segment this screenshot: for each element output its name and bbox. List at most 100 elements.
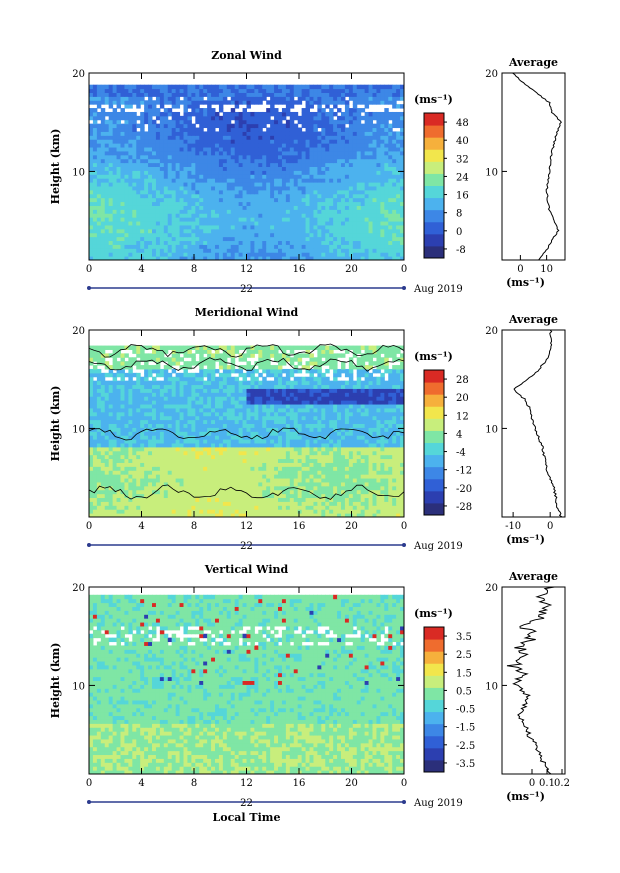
x-tick-label: 4 [138,778,144,789]
profile-x-tick-label: 0 [517,264,523,275]
zero-contour [88,427,405,441]
profile-x-tick-label: 0.2 [554,778,570,789]
colorbar-segment [424,125,444,138]
date-label: Aug 2019 [413,541,463,552]
day-bar-start [87,286,91,290]
colorbar-tick-label: 1.5 [456,668,472,679]
day-label: 22 [240,798,253,809]
x-tick-label: 20 [345,778,358,789]
x-tick-label: 12 [240,264,253,275]
profile-x-label: (ms⁻¹) [506,533,545,546]
x-tick-label: 0 [401,264,407,275]
colorbar-segment [424,454,444,468]
heatmap-field [89,594,405,775]
colorbar-unit: (ms⁻¹) [414,350,453,363]
colorbar-segment [424,651,444,664]
profile-y-tick-label: 20 [485,326,498,337]
x-tick-label: 4 [138,521,144,532]
colorbar-segment [424,687,444,700]
colorbar-tick-label: 2.5 [456,650,472,661]
x-tick-label: 16 [293,521,306,532]
colorbar-segment [424,430,444,443]
profile-line [506,587,555,774]
colorbar-segment [424,418,444,431]
day-bar-end [402,286,406,290]
colorbar-tick-label: 24 [456,172,469,183]
heatmap-field [89,345,405,518]
colorbar-segment [424,442,444,456]
colorbar-segment [424,406,444,419]
colorbar-tick-label: -0.5 [456,705,475,716]
y-tick-label: 10 [72,167,85,178]
profile-x-tick-label: 10 [540,264,553,275]
colorbar-frame [423,369,445,516]
profile-title: Average [508,570,558,583]
colorbar-tick-label: -2.5 [456,741,475,752]
colorbar-unit: (ms⁻¹) [414,93,453,106]
profile-x-label: (ms⁻¹) [506,790,545,803]
colorbar-segment [424,173,444,186]
panel-vertical: Vertical Wind 20 10 Height (km) 0 4 8 12 16 20 0 22… [49,563,570,824]
colorbar-tick-label: 4 [456,429,462,440]
colorbar-segment [424,663,444,676]
day-bar-start [87,800,91,804]
colorbar-tick-label: 40 [456,136,469,147]
x-tick-label: 16 [293,264,306,275]
heatmap-field [89,84,405,261]
colorbar-segment [424,759,444,773]
colorbar-segment [424,161,444,174]
x-tick-label: 0 [86,521,92,532]
day-bar-end [402,800,406,804]
colorbar-tick-label: 0.5 [456,686,472,697]
panel-title: Zonal Wind [211,49,282,62]
colorbar-segment [424,233,444,247]
x-tick-label: 12 [240,521,253,532]
colorbar-frame [423,112,445,259]
colorbar-segment [424,466,444,480]
panel-meridional: Meridional Wind 20 10 Height (km) 0 4 8 12 16 20 0… [49,306,566,552]
profile-title: Average [508,56,558,69]
y-axis-label: Height (km) [49,129,62,205]
profile-y-tick-label: 10 [485,424,498,435]
profile-frame [501,329,566,518]
x-tick-label: 0 [86,264,92,275]
profile-x-tick-label: 0 [547,521,553,532]
y-tick-label: 10 [72,424,85,435]
day-bar-end [402,543,406,547]
day-label: 22 [240,284,253,295]
y-tick-label: 10 [72,681,85,692]
profile-x-label: (ms⁻¹) [506,276,545,289]
x-tick-label: 16 [293,778,306,789]
colorbar-tick-label: -1.5 [456,723,475,734]
colorbar-segment [424,723,444,737]
colorbar-segment [424,627,444,640]
date-label: Aug 2019 [413,798,463,809]
profile-x-tick-label: 0.1 [539,778,555,789]
profile-x-tick-label: -10 [505,521,521,532]
profile-y-tick-label: 20 [485,583,498,594]
y-tick-label: 20 [72,326,85,337]
colorbar-segment [424,502,444,516]
colorbar-tick-label: 12 [456,411,469,422]
colorbar-segment [424,675,444,688]
colorbar-tick-label: 0 [456,227,462,238]
colorbar-segment [424,137,444,150]
y-tick-label: 20 [72,69,85,80]
colorbar-segment [424,747,444,761]
colorbar-tick-label: 28 [456,375,469,386]
x-tick-label: 8 [191,264,197,275]
zero-contour [88,484,405,500]
colorbar-segment [424,197,444,211]
panel-title: Vertical Wind [204,563,289,576]
colorbar-segment [424,382,444,395]
colorbar-segment [424,711,444,725]
profile-line [513,330,563,517]
x-tick-label: 8 [191,778,197,789]
colorbar-segment [424,490,444,504]
x-tick-label: 0 [401,778,407,789]
panel-title: Meridional Wind [195,306,299,319]
colorbar-tick-label: -8 [456,245,466,256]
profile-y-tick-label: 10 [485,681,498,692]
